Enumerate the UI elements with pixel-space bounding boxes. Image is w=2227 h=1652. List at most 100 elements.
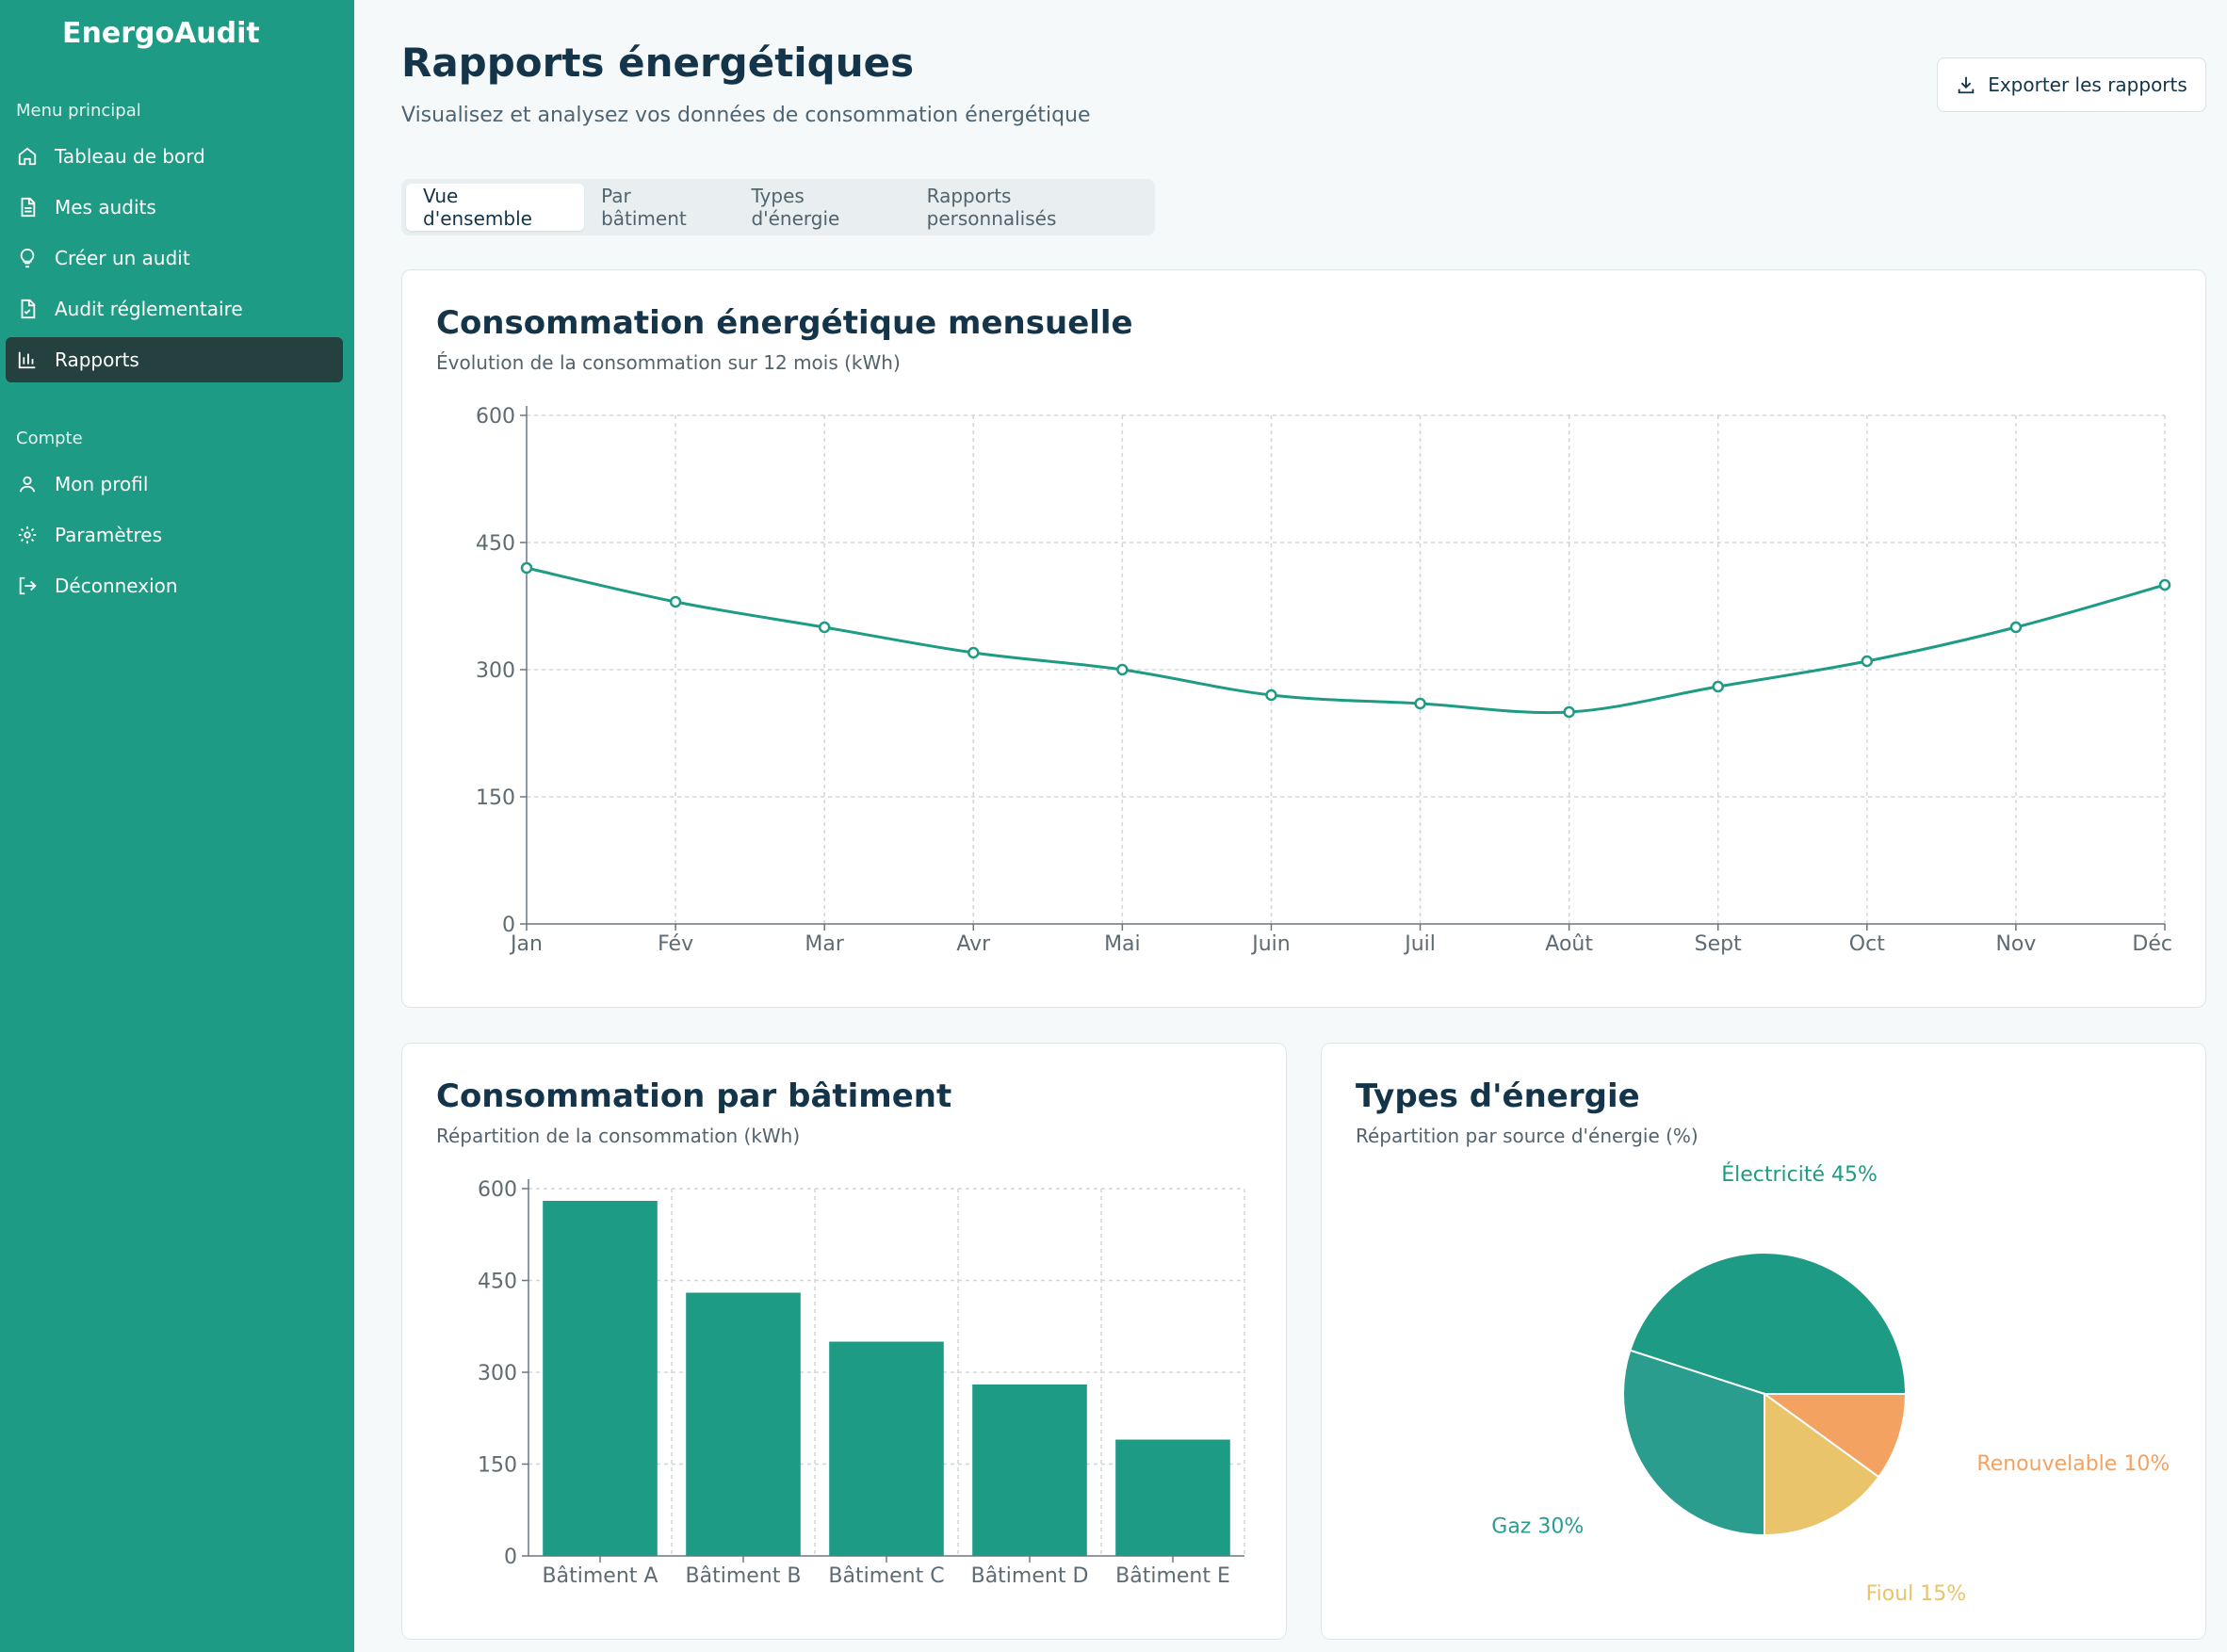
x-tick-label: Sept xyxy=(1695,932,1742,956)
building-consumption-card: Consommation par bâtiment Répartition de… xyxy=(401,1043,1287,1640)
data-point xyxy=(520,561,533,575)
data-point xyxy=(1712,680,1724,693)
data-point xyxy=(1265,688,1277,702)
bar xyxy=(972,1385,1087,1556)
page-subtitle: Visualisez et analysez vos données de co… xyxy=(401,104,1091,127)
energy-types-card: Types d'énergie Répartition par source d… xyxy=(1321,1043,2206,1640)
report-tabs: Vue d'ensemble Par bâtiment Types d'éner… xyxy=(401,179,1155,235)
home-icon xyxy=(17,145,45,168)
x-tick-label: Bâtiment C xyxy=(828,1564,944,1588)
card-title: Consommation par bâtiment xyxy=(436,1077,952,1115)
sidebar-item-label: Mon profil xyxy=(55,473,149,495)
x-tick-label: Juin xyxy=(1250,932,1291,956)
energy-pie-chart: Électricité 45% Renouvelable 10% Fioul 15%… xyxy=(1491,1162,2170,1606)
bar xyxy=(1115,1439,1230,1556)
sidebar-item-dashboard[interactable]: Tableau de bord xyxy=(6,134,343,179)
user-icon xyxy=(17,473,45,495)
x-tick-label: Fév xyxy=(658,932,693,956)
logout-icon xyxy=(17,575,45,597)
app-logo: EnergoAudit xyxy=(62,17,260,50)
consumption-line xyxy=(526,566,2166,715)
pie-label: Gaz 30% xyxy=(1491,1514,1584,1538)
gear-icon xyxy=(17,524,45,546)
sidebar-item-my-audits[interactable]: Mes audits xyxy=(6,185,343,230)
y-tick-label: 450 xyxy=(478,1271,517,1294)
data-point xyxy=(1116,663,1129,676)
sidebar: EnergoAudit Menu principal Tableau de bo… xyxy=(0,0,354,1652)
x-tick-label: Jan xyxy=(509,932,543,956)
card-subtitle: Évolution de la consommation sur 12 mois… xyxy=(436,351,901,374)
sidebar-item-settings[interactable]: Paramètres xyxy=(6,512,343,558)
tab-energy-types[interactable]: Types d'énergie xyxy=(751,185,840,230)
data-point xyxy=(2158,578,2171,591)
bar xyxy=(829,1341,944,1556)
x-tick-label: Bâtiment B xyxy=(686,1564,802,1588)
data-point xyxy=(818,621,831,634)
bar xyxy=(686,1292,801,1556)
data-point xyxy=(1414,697,1426,710)
card-title: Consommation énergétique mensuelle xyxy=(436,304,1133,342)
y-tick-label: 150 xyxy=(478,1454,517,1478)
x-tick-label: Bâtiment A xyxy=(543,1564,658,1588)
pie-slice xyxy=(1629,1252,1908,1395)
sidebar-item-create-audit[interactable]: Créer un audit xyxy=(6,235,343,281)
x-tick-label: Mar xyxy=(805,932,844,956)
y-tick-label: 600 xyxy=(476,405,515,429)
card-subtitle: Répartition par source d'énergie (%) xyxy=(1356,1125,1699,1147)
bar-chart-icon xyxy=(17,348,45,371)
lightbulb-icon xyxy=(17,247,45,269)
x-tick-label: Juil xyxy=(1403,932,1436,956)
pie-label: Fioul 15% xyxy=(1866,1582,1967,1606)
x-tick-label: Avr xyxy=(956,932,991,956)
x-tick-label: Bâtiment D xyxy=(971,1564,1089,1588)
pie-slice xyxy=(1761,1393,1908,1479)
sidebar-item-label: Déconnexion xyxy=(55,575,178,597)
sidebar-item-profile[interactable]: Mon profil xyxy=(6,462,343,507)
download-icon xyxy=(1956,74,1976,95)
page-title: Rapports énergétiques xyxy=(401,40,915,86)
tab-custom-reports[interactable]: Rapports personnalisés xyxy=(926,185,1057,230)
card-subtitle: Répartition de la consommation (kWh) xyxy=(436,1125,801,1147)
pie-slice xyxy=(1764,1392,1880,1537)
sidebar-item-label: Tableau de bord xyxy=(55,145,205,168)
x-tick-label: Bâtiment E xyxy=(1115,1564,1230,1588)
y-tick-label: 450 xyxy=(476,532,515,556)
monthly-consumption-card: Consommation énergétique mensuelle Évolu… xyxy=(401,269,2206,1008)
data-point xyxy=(1861,655,1874,668)
pie-label: Renouvelable 10% xyxy=(1976,1452,2170,1476)
y-tick-label: 300 xyxy=(478,1362,517,1385)
sidebar-item-label: Paramètres xyxy=(55,524,163,546)
sidebar-item-regulatory-audit[interactable]: Audit réglementaire xyxy=(6,286,343,332)
sidebar-item-reports[interactable]: Rapports xyxy=(6,337,343,382)
sidebar-item-logout[interactable]: Déconnexion xyxy=(6,563,343,608)
section-title-account: Compte xyxy=(16,429,83,448)
monthly-line-chart: 0 150 300 450 600 Jan Fév Mar Avr Mai Juin Juil Août… xyxy=(476,405,2172,956)
pie-slice xyxy=(1622,1349,1765,1537)
y-tick-label: 300 xyxy=(476,659,515,683)
data-point xyxy=(1563,705,1575,719)
x-tick-label: Mai xyxy=(1104,932,1141,956)
data-point xyxy=(2009,621,2023,634)
sidebar-item-label: Audit réglementaire xyxy=(55,298,243,320)
sidebar-item-label: Mes audits xyxy=(55,196,156,219)
x-tick-label: Oct xyxy=(1849,932,1885,956)
y-tick-label: 600 xyxy=(478,1178,517,1202)
sidebar-item-label: Rapports xyxy=(55,348,139,371)
y-tick-label: 0 xyxy=(504,1546,517,1569)
tab-overview[interactable]: Vue d'ensemble xyxy=(406,184,585,231)
y-tick-label: 150 xyxy=(476,786,515,810)
export-reports-label: Exporter les rapports xyxy=(1988,73,2187,96)
card-title: Types d'énergie xyxy=(1356,1077,1640,1115)
y-tick-label: 0 xyxy=(502,914,515,937)
x-tick-label: Août xyxy=(1545,932,1593,956)
building-bar-chart: 0 150 300 450 600 Bâtiment A Bâtiment B Bâtimen… xyxy=(478,1178,1245,1588)
section-title-main-menu: Menu principal xyxy=(16,101,141,121)
bar xyxy=(543,1201,658,1556)
export-reports-button[interactable]: Exporter les rapports xyxy=(1937,57,2206,112)
data-point xyxy=(669,595,682,608)
pie-label: Électricité 45% xyxy=(1721,1162,1878,1187)
tab-by-building[interactable]: Par bâtiment xyxy=(601,185,687,230)
document-icon xyxy=(17,196,45,219)
file-check-icon xyxy=(17,298,45,320)
sidebar-item-label: Créer un audit xyxy=(55,247,190,269)
